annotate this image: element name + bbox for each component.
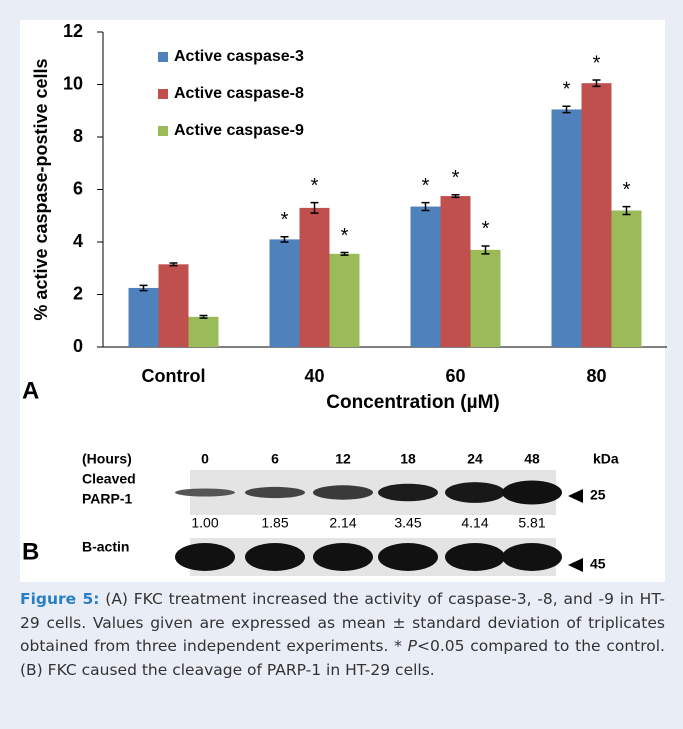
blot-row-label: Cleaved [82, 471, 136, 487]
blot-header: 18 [400, 451, 416, 467]
densitometry-value: 4.14 [461, 515, 488, 531]
blot-header: 0 [201, 451, 209, 467]
y-tick-label: 4 [73, 231, 83, 251]
blot-band [175, 489, 235, 497]
blot-header: 48 [524, 451, 540, 467]
caption: Figure 5: (A) FKC treatment increased th… [20, 588, 665, 682]
blot-band [378, 484, 438, 502]
y-axis-label: % active caspase-postive cells [31, 58, 51, 320]
bar [270, 239, 300, 347]
legend-swatch [158, 52, 168, 62]
bar [330, 254, 360, 347]
blot-band [245, 543, 305, 571]
y-tick-label: 8 [73, 126, 83, 146]
bar [552, 109, 582, 347]
bar [582, 83, 612, 347]
caption-label: Figure 5: [20, 590, 99, 608]
significance-label: * [623, 179, 631, 201]
blot-band [445, 543, 505, 571]
bar [471, 250, 501, 347]
bar [189, 317, 219, 347]
y-tick-label: 0 [73, 336, 83, 356]
blot-band [502, 481, 562, 505]
blot-band [175, 543, 235, 571]
blot-row-label: B-actin [82, 539, 129, 555]
blot-band [445, 482, 505, 503]
legend-label: Active caspase-8 [174, 85, 304, 102]
blot-header: 6 [271, 451, 279, 467]
densitometry-value: 5.81 [518, 515, 545, 531]
blot-header: 12 [335, 451, 351, 467]
bar [441, 196, 471, 347]
x-tick-label: 60 [445, 366, 465, 386]
bar [612, 211, 642, 348]
blot-band [502, 543, 562, 571]
panel-label: B [22, 538, 39, 565]
bar [300, 208, 330, 347]
bar [129, 288, 159, 347]
significance-label: * [311, 175, 319, 197]
blot-marker: 25 [590, 487, 606, 503]
significance-label: * [482, 218, 490, 240]
significance-label: * [341, 225, 349, 247]
densitometry-value: 2.14 [329, 515, 356, 531]
legend-label: Active caspase-9 [174, 122, 304, 139]
densitometry-value: 3.45 [394, 515, 421, 531]
significance-label: * [452, 167, 460, 189]
y-tick-label: 2 [73, 283, 83, 303]
blot-row-label: PARP-1 [82, 491, 133, 507]
significance-label: * [422, 175, 430, 197]
y-tick-label: 12 [63, 21, 83, 41]
blot-header: 24 [467, 451, 483, 467]
blot-band [245, 487, 305, 498]
y-tick-label: 6 [73, 178, 83, 198]
x-axis-label: Concentration (µM) [326, 392, 500, 413]
x-tick-label: Control [142, 366, 206, 386]
bar [411, 207, 441, 347]
significance-label: * [281, 209, 289, 231]
significance-label: * [563, 79, 571, 101]
legend-label: Active caspase-3 [174, 48, 304, 65]
significance-label: * [593, 52, 601, 74]
x-tick-label: 40 [304, 366, 324, 386]
blot-marker: 45 [590, 556, 606, 572]
densitometry-value: 1.00 [191, 515, 218, 531]
blot-header: (Hours) [82, 451, 132, 467]
x-tick-label: 80 [586, 366, 606, 386]
y-tick-label: 10 [63, 73, 83, 93]
caption-italic: P [408, 637, 417, 655]
blot-band [378, 543, 438, 571]
bar [159, 264, 189, 347]
blot-band [313, 485, 373, 499]
legend-swatch [158, 89, 168, 99]
blot-unit: kDa [593, 451, 619, 467]
figure: 024681012% active caspase-postive cellsC… [0, 0, 683, 729]
blot-band [313, 543, 373, 571]
densitometry-value: 1.85 [261, 515, 288, 531]
legend-swatch [158, 126, 168, 136]
panel-label: A [22, 377, 39, 404]
